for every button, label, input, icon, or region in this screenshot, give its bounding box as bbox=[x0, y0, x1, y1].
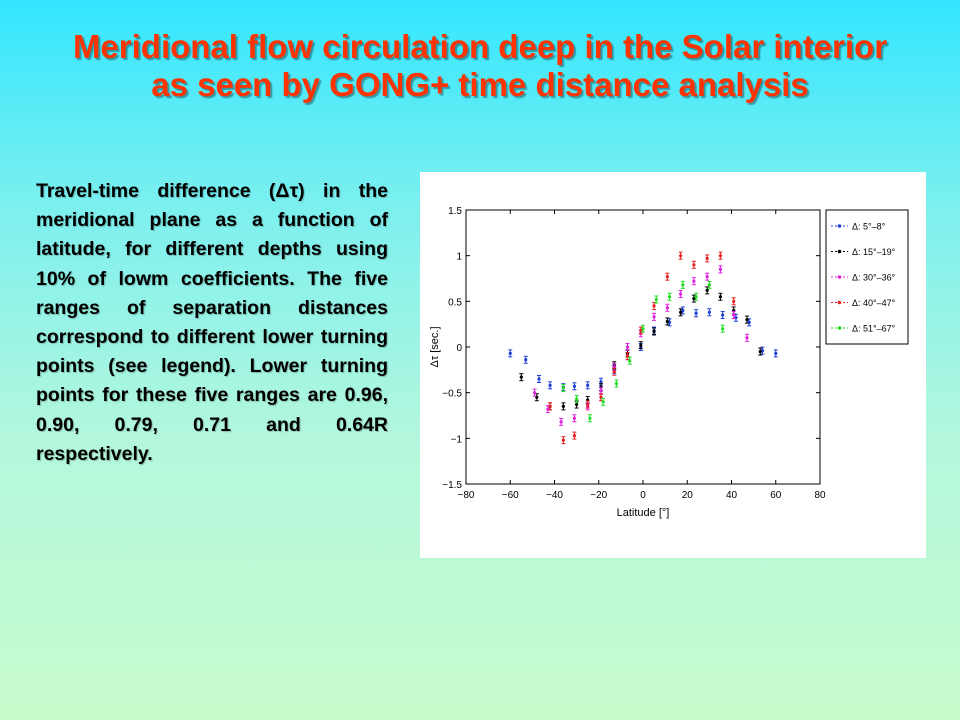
x-tick-label: 0 bbox=[640, 490, 646, 501]
y-axis-label: Δτ [sec.] bbox=[429, 326, 441, 367]
y-tick-label: 0.5 bbox=[448, 297, 462, 308]
data-point bbox=[694, 295, 698, 299]
data-point bbox=[679, 292, 683, 296]
data-point bbox=[721, 327, 725, 331]
data-point bbox=[705, 275, 709, 279]
x-tick-label: −20 bbox=[590, 490, 607, 501]
data-point bbox=[575, 402, 579, 407]
data-point bbox=[532, 391, 537, 395]
data-point bbox=[625, 345, 630, 349]
data-point bbox=[639, 328, 643, 333]
data-point bbox=[588, 416, 592, 420]
data-point bbox=[705, 288, 709, 292]
data-point bbox=[575, 397, 579, 401]
legend-marker bbox=[837, 249, 842, 254]
y-tick-label: 1.5 bbox=[448, 206, 462, 217]
data-point bbox=[599, 389, 603, 393]
data-point bbox=[679, 254, 683, 258]
data-point bbox=[548, 404, 552, 408]
data-point bbox=[524, 358, 528, 362]
x-tick-label: 80 bbox=[814, 490, 826, 501]
data-point bbox=[758, 349, 762, 354]
data-point bbox=[586, 402, 590, 407]
data-point bbox=[745, 318, 749, 322]
data-point bbox=[599, 380, 603, 384]
data-point bbox=[774, 351, 778, 355]
data-point bbox=[628, 359, 632, 363]
data-point bbox=[654, 297, 658, 302]
figure-description: Travel-time difference (Δτ) in the merid… bbox=[36, 180, 388, 465]
data-point bbox=[586, 383, 590, 387]
data-point bbox=[665, 275, 669, 279]
data-point bbox=[692, 279, 696, 283]
legend-marker bbox=[837, 300, 842, 305]
chart-svg: −80 −60 −40 −20 0 20 40 60 80 1.5 1 0.5 0 −0.5 −1 −1.5 L… bbox=[429, 206, 909, 519]
data-point bbox=[652, 329, 656, 334]
data-point bbox=[732, 313, 736, 317]
data-point bbox=[694, 311, 698, 315]
data-point bbox=[665, 319, 669, 324]
data-point bbox=[721, 313, 725, 317]
data-point bbox=[707, 310, 711, 314]
legend-label: Δ: 51°–67° bbox=[852, 324, 896, 334]
data-point bbox=[745, 336, 749, 340]
legend-marker bbox=[837, 275, 842, 279]
legend-marker bbox=[837, 224, 842, 228]
data-point bbox=[559, 420, 563, 424]
data-point bbox=[601, 400, 605, 404]
data-point bbox=[519, 375, 523, 379]
chart-figure: −80 −60 −40 −20 0 20 40 60 80 1.5 1 0.5 0 −0.5 −1 −1.5 L… bbox=[420, 172, 926, 558]
y-tick-label: −1 bbox=[451, 434, 463, 445]
data-point bbox=[572, 384, 577, 388]
data-point bbox=[732, 299, 736, 303]
y-tick-label: −1.5 bbox=[442, 480, 462, 491]
y-tick-label: −0.5 bbox=[442, 389, 462, 400]
legend-marker bbox=[837, 326, 842, 330]
data-point bbox=[537, 377, 541, 381]
x-tick-label: 40 bbox=[726, 490, 738, 501]
data-point bbox=[705, 256, 709, 261]
data-point bbox=[561, 386, 565, 390]
y-tick-label: 1 bbox=[456, 252, 462, 263]
legend-label: Δ: 40°–47° bbox=[852, 298, 896, 308]
legend-label: Δ: 5°–8° bbox=[852, 222, 886, 232]
data-point bbox=[718, 295, 723, 299]
data-point bbox=[572, 433, 577, 438]
data-point bbox=[718, 267, 723, 271]
data-point bbox=[681, 283, 685, 287]
data-point bbox=[679, 310, 683, 314]
x-tick-label: −40 bbox=[546, 490, 563, 501]
x-tick-label: 20 bbox=[682, 490, 694, 501]
legend-label: Δ: 15°–19° bbox=[852, 247, 896, 257]
x-axis-label: Latitude [°] bbox=[617, 507, 670, 519]
data-point bbox=[707, 283, 711, 287]
data-point bbox=[692, 263, 696, 267]
data-point bbox=[718, 254, 723, 258]
data-point bbox=[667, 295, 672, 299]
data-point bbox=[572, 416, 577, 420]
x-tick-label: −80 bbox=[458, 490, 475, 501]
x-tick-label: 60 bbox=[770, 490, 782, 501]
data-point bbox=[612, 370, 616, 374]
legend-label: Δ: 30°–36° bbox=[852, 273, 896, 283]
data-point bbox=[681, 308, 685, 313]
data-point bbox=[641, 327, 645, 331]
data-point bbox=[508, 351, 512, 355]
data-point bbox=[548, 383, 552, 387]
data-point bbox=[561, 438, 565, 442]
data-point bbox=[665, 306, 669, 310]
plot-frame bbox=[465, 209, 821, 485]
y-tick-label: 0 bbox=[456, 343, 462, 354]
data-point bbox=[639, 343, 643, 347]
data-point bbox=[692, 296, 696, 301]
data-point bbox=[652, 315, 656, 319]
x-tick-label: −60 bbox=[502, 490, 519, 501]
data-point bbox=[652, 304, 656, 308]
data-point bbox=[561, 404, 565, 408]
slide-title: Meridional flow circulation deep in the … bbox=[72, 28, 888, 103]
data-point bbox=[614, 381, 619, 386]
